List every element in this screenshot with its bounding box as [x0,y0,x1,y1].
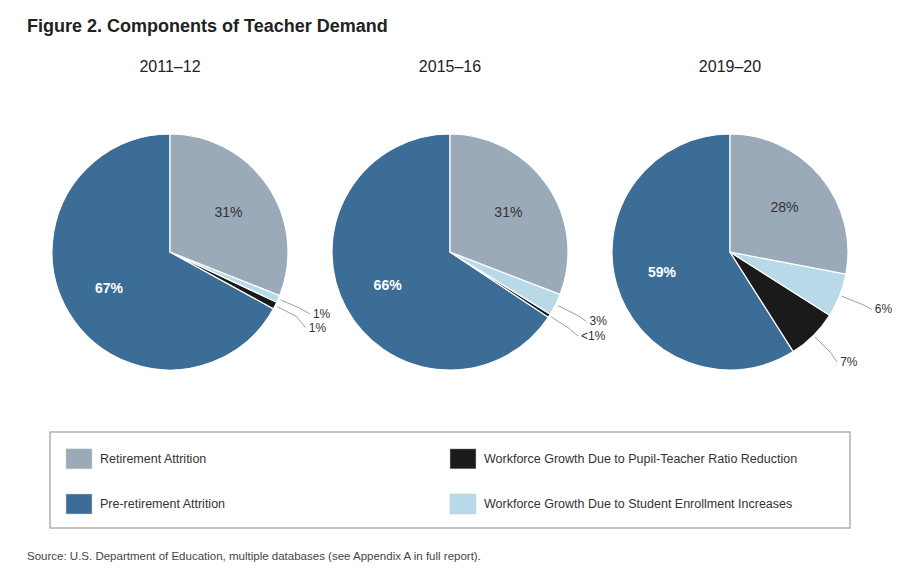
legend-box [50,432,850,528]
data-label: 3% [589,314,607,328]
leader-line [277,307,306,328]
slice [170,134,288,295]
leader-line [558,306,587,322]
legend-swatch [450,494,476,514]
slice [450,134,568,294]
legend-label: Workforce Growth Due to Pupil-Teacher Ra… [484,452,797,466]
chart: Figure 2. Components of Teacher Demand 67… [0,0,900,578]
data-label: 7% [840,355,858,369]
legend-swatch [450,449,476,469]
pie-title: 2011–12 [139,58,200,75]
pie-title: 2019–20 [699,58,761,75]
leader-line [551,317,578,336]
source-note: Source: U.S. Department of Education, mu… [27,550,481,562]
data-label: 31% [215,204,243,220]
legend-label: Pre-retirement Attrition [100,497,225,511]
legend-swatch [66,494,92,514]
legend: Retirement Attrition Workforce Growth Due… [50,432,850,528]
slice [730,134,848,274]
data-label: 59% [648,264,677,280]
leader-line [842,296,872,309]
data-label: 1% [313,307,331,321]
pie: 59% 28% 6% 7% [612,134,892,370]
legend-label: Retirement Attrition [100,452,206,466]
data-label: 28% [771,199,799,215]
pie: 67% 31% 1%1% [52,134,331,370]
legend-swatch [66,449,92,469]
data-label: 31% [494,204,522,220]
legend-label: Workforce Growth Due to Student Enrollme… [484,497,792,511]
pie: 66% 31% 3%<1% [332,134,607,370]
data-label: 6% [875,302,893,316]
data-label: 66% [374,277,403,293]
pie-title: 2015–16 [419,58,481,75]
data-label: <1% [581,329,606,343]
title: Figure 2. Components of Teacher Demand [27,16,388,36]
leader-line [280,300,309,314]
leader-line [815,337,837,362]
data-label: 67% [95,280,124,296]
data-label: 1% [309,321,327,335]
